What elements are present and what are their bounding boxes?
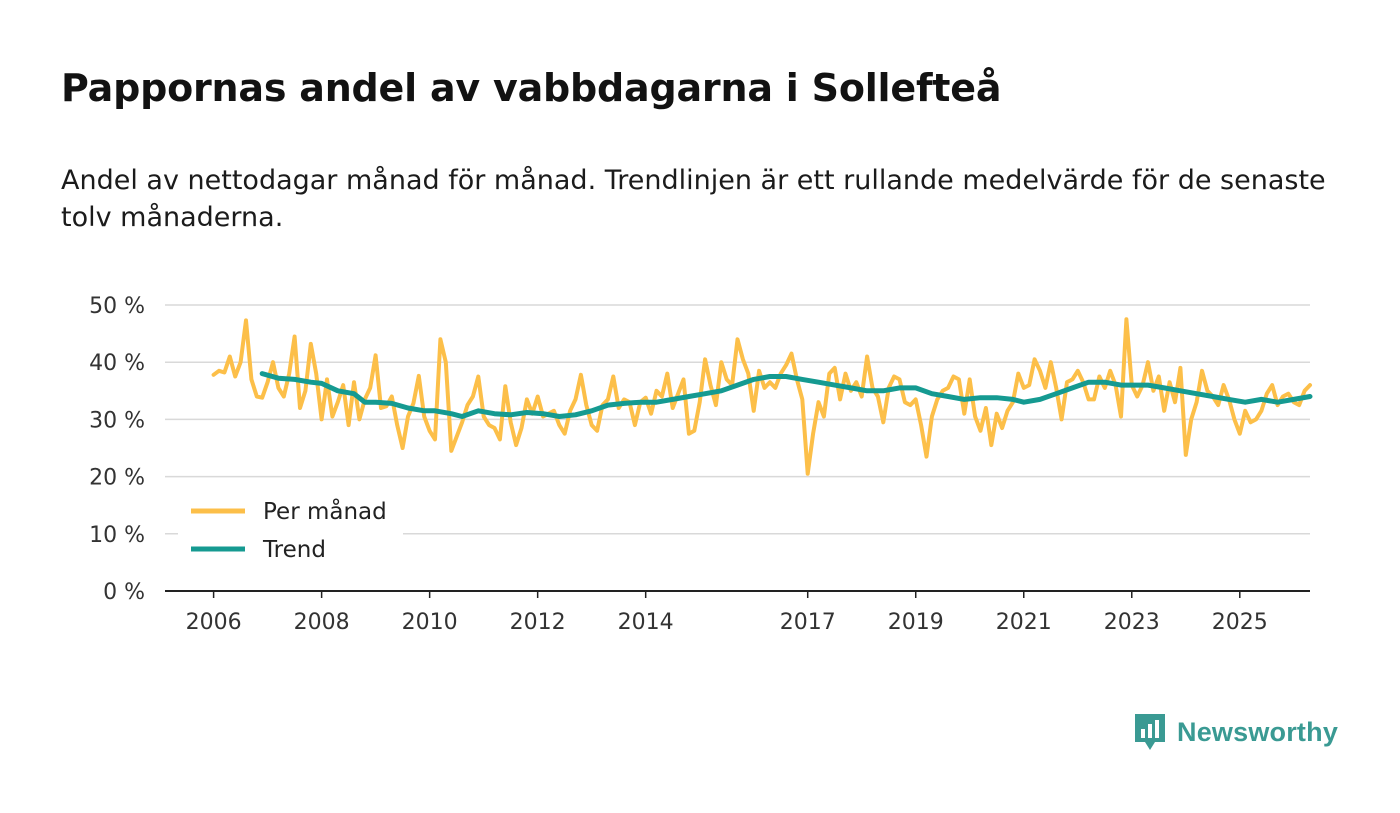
chart-subtitle: Andel av nettodagar månad för månad. Tre… bbox=[61, 165, 1326, 233]
y-tick-label: 10 % bbox=[89, 523, 145, 548]
series-line-trend bbox=[259, 371, 1313, 419]
newsworthy-logo: Newsworthy bbox=[1133, 712, 1338, 752]
y-tick-label: 50 % bbox=[89, 294, 145, 319]
y-tick-label: 20 % bbox=[89, 466, 145, 491]
y-tick-label: 40 % bbox=[89, 351, 145, 376]
x-tick-label: 2014 bbox=[618, 610, 674, 635]
legend-background bbox=[178, 490, 403, 572]
x-tick-label: 2025 bbox=[1212, 610, 1268, 635]
newsworthy-logo-icon bbox=[1135, 714, 1165, 750]
brand-name: Newsworthy bbox=[1177, 716, 1339, 747]
x-tick-label: 2017 bbox=[780, 610, 836, 635]
y-tick-label: 30 % bbox=[89, 408, 145, 433]
x-tick-label: 2008 bbox=[294, 610, 350, 635]
x-tick-label: 2023 bbox=[1104, 610, 1160, 635]
x-tick-label: 2019 bbox=[888, 610, 944, 635]
chart-series bbox=[211, 317, 1313, 476]
x-tick-label: 2021 bbox=[996, 610, 1052, 635]
chart-title: Pappornas andel av vabbdagarna i Solleft… bbox=[61, 66, 1002, 110]
y-tick-label: 0 % bbox=[103, 580, 145, 605]
series-line-per-manad bbox=[211, 317, 1312, 476]
x-axis-ticks: 2006 2008 2010 2012 2014 2017 2019 2021 2023 2025 bbox=[186, 591, 1268, 635]
y-axis-ticks: 0 % 10 % 20 % 30 % 40 % 50 % bbox=[89, 294, 145, 605]
x-tick-label: 2006 bbox=[186, 610, 242, 635]
chart-legend: Per månad Trend bbox=[178, 490, 403, 572]
x-tick-label: 2012 bbox=[510, 610, 566, 635]
legend-label: Trend bbox=[262, 537, 326, 563]
legend-label: Per månad bbox=[263, 497, 387, 525]
x-tick-label: 2010 bbox=[402, 610, 458, 635]
